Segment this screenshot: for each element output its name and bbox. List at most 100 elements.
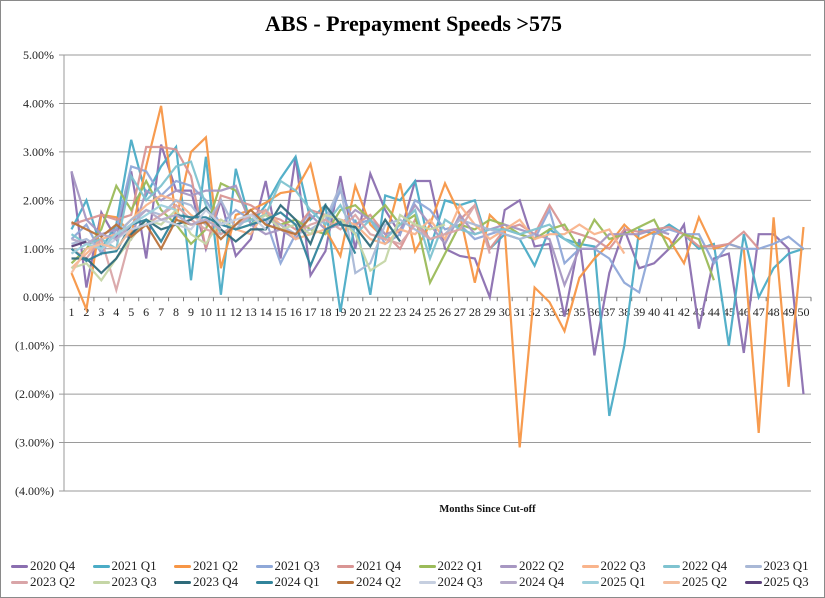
legend-swatch	[255, 564, 273, 568]
legend-label: 2022 Q1	[437, 558, 483, 573]
series-line-2023-q3	[71, 208, 446, 283]
legend-item: 2024 Q4	[500, 574, 582, 590]
series-line-2025-q3	[71, 240, 87, 248]
series-line-2020-q4	[70, 144, 805, 395]
legend-label: 2025 Q2	[682, 574, 728, 589]
chart-title: ABS - Prepayment Speeds >575	[265, 11, 562, 36]
series-line-2022-q4	[70, 160, 581, 262]
legend-label: 2021 Q2	[193, 558, 239, 573]
legend-label: 2025 Q3	[763, 574, 809, 589]
legend-item: 2021 Q4	[337, 558, 419, 574]
legend-swatch	[663, 580, 680, 584]
x-tick-label: 6	[143, 305, 149, 319]
legend-label: 2025 Q1	[600, 574, 646, 589]
x-tick-label: 7	[158, 305, 164, 319]
x-tick-label: 29	[484, 305, 496, 319]
legend-label: 2022 Q3	[600, 558, 646, 573]
legend-item: 2023 Q1	[744, 558, 825, 574]
legend-swatch	[174, 564, 191, 568]
x-tick-label: 30	[499, 305, 511, 319]
x-tick-label: 25	[424, 305, 436, 319]
x-tick-label: 23	[394, 305, 406, 319]
legend-item: 2022 Q4	[663, 558, 745, 574]
legend-item: 2024 Q3	[418, 574, 501, 590]
legend-item: 2023 Q3	[92, 574, 175, 590]
x-axis-title: Months Since Cut-off	[439, 504, 536, 515]
y-tick-label: 5.00%	[23, 48, 54, 62]
series-line-2025-q2	[70, 228, 133, 274]
legend-label: 2023 Q3	[111, 574, 157, 589]
x-tick-label: 9	[188, 305, 194, 319]
legend-item: 2024 Q1	[255, 574, 338, 590]
y-tick-label: (4.00%)	[15, 484, 54, 498]
y-tick-label: 1.00%	[23, 242, 54, 256]
legend-item: 2022 Q2	[500, 558, 582, 574]
x-tick-label: 15	[275, 305, 287, 319]
x-tick-label: 13	[245, 305, 257, 319]
legend-item: 2025 Q1	[581, 574, 664, 590]
x-tick-label: 28	[469, 305, 481, 319]
x-tick-label: 50	[798, 305, 810, 319]
series-line-2024-q4	[71, 208, 222, 246]
x-tick-label: 32	[529, 305, 541, 319]
y-tick-label: (1.00%)	[15, 339, 54, 353]
legend-item: 2023 Q2	[11, 574, 93, 590]
x-tick-label: 2	[83, 305, 89, 319]
legend-swatch	[174, 580, 191, 584]
x-tick-label: 19	[334, 305, 346, 319]
x-tick-label: 48	[768, 305, 780, 319]
x-tick-label: 46	[738, 305, 750, 319]
x-tick-label: 5	[128, 305, 134, 319]
x-tick-label: 18	[319, 305, 331, 319]
y-tick-label: (3.00%)	[15, 436, 54, 450]
legend-item: 2022 Q1	[418, 558, 501, 574]
legend-item: 2025 Q3	[744, 574, 825, 590]
legend-swatch	[581, 580, 599, 584]
x-tick-label: 20	[349, 305, 361, 319]
x-tick-label: 16	[290, 305, 302, 319]
x-tick-label: 44	[708, 305, 720, 319]
x-tick-label: 36	[588, 305, 600, 319]
legend-swatch	[418, 564, 436, 568]
legend-swatch	[337, 580, 354, 584]
legend-swatch	[663, 564, 680, 568]
x-tick-label: 21	[364, 305, 376, 319]
legend-swatch	[255, 580, 273, 584]
legend-item: 2023 Q4	[174, 574, 256, 590]
x-tick-label: 22	[379, 305, 391, 319]
x-tick-label: 26	[439, 305, 451, 319]
legend: 2020 Q4 2021 Q1 2021 Q2 2021 Q3 2021 Q4 2022 …	[11, 558, 825, 590]
x-tick-label: 17	[305, 305, 317, 319]
x-tick-label: 3	[98, 305, 104, 319]
legend-swatch	[500, 564, 517, 568]
series-line-2023-q4	[71, 202, 402, 275]
x-tick-label: 1	[68, 305, 74, 319]
x-tick-label: 14	[260, 305, 272, 319]
x-tick-label: 39	[633, 305, 645, 319]
legend-swatch	[11, 564, 28, 568]
series-line-2021-q1	[70, 139, 804, 417]
y-tick-label: (2.00%)	[15, 387, 54, 401]
legend-swatch	[11, 580, 28, 584]
x-tick-label: 40	[648, 305, 660, 319]
legend-label: 2023 Q2	[30, 574, 76, 589]
x-tick-label: 35	[573, 305, 585, 319]
x-tick-label: 24	[409, 305, 421, 319]
legend-label: 2020 Q4	[30, 558, 76, 573]
x-tick-label: 10	[200, 305, 212, 319]
legend-label: 2022 Q4	[682, 558, 728, 573]
legend-swatch	[418, 580, 436, 584]
x-tick-label: 37	[603, 305, 615, 319]
legend-item: 2025 Q2	[663, 574, 745, 590]
x-tick-label: 41	[663, 305, 675, 319]
legend-swatch	[581, 564, 599, 568]
legend-item: 2020 Q4	[11, 558, 93, 574]
legend-label: 2024 Q4	[519, 574, 565, 589]
legend-label: 2022 Q2	[519, 558, 565, 573]
y-tick-label: 0.00%	[23, 290, 54, 304]
y-tick-label: 3.00%	[23, 145, 54, 159]
series-line-2025-q1	[70, 203, 177, 255]
legend-item: 2021 Q3	[255, 558, 338, 574]
legend-swatch	[92, 580, 110, 584]
x-tick-label: 49	[783, 305, 795, 319]
